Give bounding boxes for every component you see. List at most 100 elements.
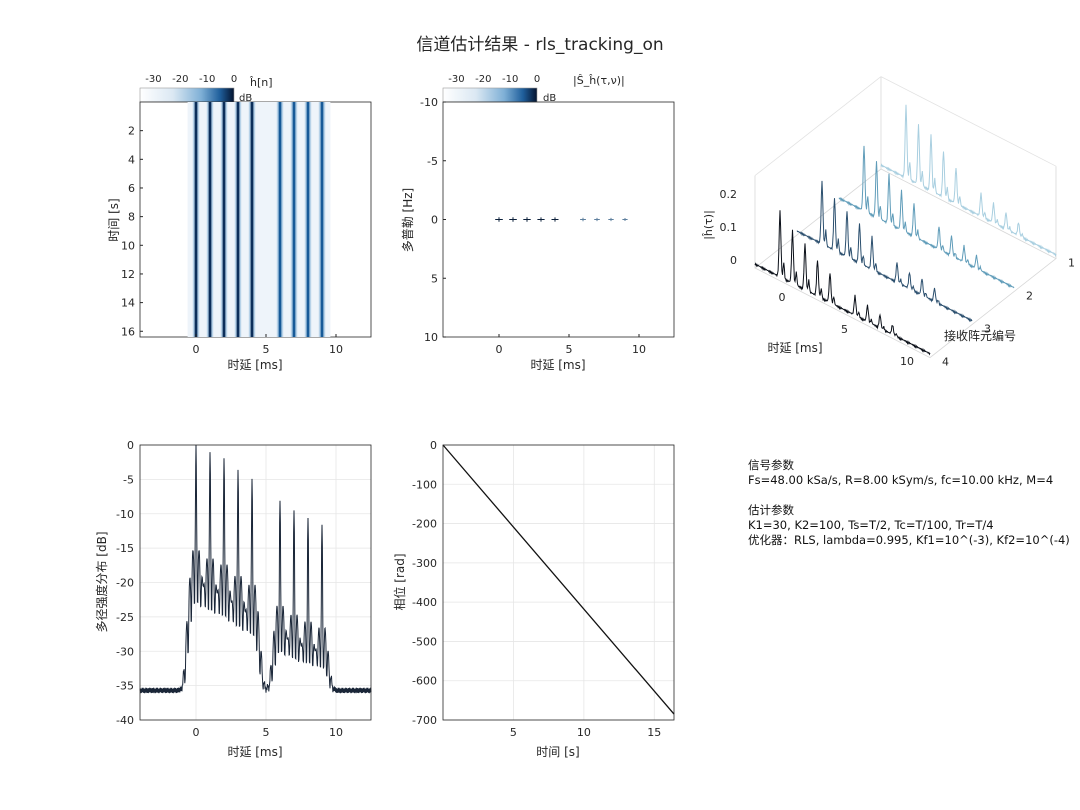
waterfall-series-line <box>880 104 1057 258</box>
intensity-ytick-label: -30 <box>116 645 134 658</box>
phase-line <box>442 444 675 715</box>
phase-ytick-label: -700 <box>412 714 437 727</box>
heatmap-ytick-label: 16 <box>121 325 135 338</box>
heatmap-stripe <box>208 102 212 337</box>
waterfall-xtick-label: 0 <box>779 291 786 304</box>
parameters-text-block: 信号参数 Fs=48.00 kSa/s, R=8.00 kSym/s, fc=1… <box>748 458 1070 548</box>
colorbar-tick-label: -30 <box>145 74 161 85</box>
phase-ytick-label: -300 <box>412 557 437 570</box>
heatmap-colorbar <box>139 87 235 103</box>
phase-xtick-label: 15 <box>647 726 661 739</box>
waterfall-ztick-label: 0.1 <box>720 221 738 234</box>
intensity-ylabel: 多径强度分布 [dB] <box>94 531 109 632</box>
phase-xtick-label: 5 <box>510 726 517 739</box>
colorbar-tick-label: -10 <box>502 74 518 85</box>
phase-ylabel: 相位 [rad] <box>392 553 407 610</box>
doppler-xtick-label: 5 <box>566 343 573 356</box>
intensity-axes <box>139 444 372 721</box>
doppler-xtick-label: 10 <box>632 343 646 356</box>
phase-ytick-label: -400 <box>412 596 437 609</box>
waterfall-ylabel: 接收阵元编号 <box>944 328 1016 343</box>
waterfall-xlabel: 时延 [ms] <box>767 341 822 355</box>
intensity-panel: 0 5 10 0 -5 -10 -15 -20 -25 -30 -35 -40 时延 [ms] 多径强… <box>94 439 372 759</box>
intensity-ytick-label: 0 <box>127 439 134 452</box>
heatmap-stripe <box>278 102 282 337</box>
doppler-colorbar-label: dB <box>543 93 556 104</box>
heatmap-panel: ĥ[n] -30 -20 -10 0 dB 0 5 10 2 4 6 8 10 12 14 16 时延 [… <box>107 74 372 372</box>
doppler-ylabel: 多普勒 [Hz] <box>401 188 415 253</box>
heatmap-title: ĥ[n] <box>249 76 273 89</box>
waterfall-zlabel: |ĥ(τ)| <box>702 210 715 240</box>
waterfall-series-line <box>838 145 1015 289</box>
heatmap-ytick-label: 2 <box>128 125 135 138</box>
waterfall-ytick-label: 4 <box>942 356 949 369</box>
heatmap-ytick-label: 12 <box>121 268 135 281</box>
heatmap-xtick-label: 5 <box>263 343 270 356</box>
intensity-xlabel: 时延 [ms] <box>227 745 282 759</box>
intensity-xtick-label: 10 <box>329 726 343 739</box>
intensity-ytick-label: -5 <box>123 473 134 486</box>
heatmap-stripe <box>292 102 296 337</box>
estimation-params-heading: 估计参数 <box>748 503 794 517</box>
waterfall-box-top <box>880 76 1057 167</box>
doppler-ytick-label: 0 <box>431 214 438 227</box>
intensity-line <box>139 444 372 694</box>
doppler-panel: |Ŝ_ĥ(τ,ν)| -30 -20 -10 0 dB 0 5 10 -10 -5 0 5 10 时… <box>401 74 675 372</box>
phase-xlabel: 时间 [s] <box>536 745 579 759</box>
intensity-ytick-label: -20 <box>116 577 134 590</box>
colorbar-tick-label: 0 <box>231 74 237 85</box>
waterfall-ztick-label: 0.2 <box>720 188 738 201</box>
colorbar-tick-label: -30 <box>448 74 464 85</box>
heatmap-stripe <box>236 102 240 337</box>
heatmap-ytick-label: 8 <box>128 211 135 224</box>
phase-ytick-label: 0 <box>430 439 437 452</box>
colorbar-tick-label: 0 <box>534 74 540 85</box>
intensity-ytick-label: -15 <box>116 542 134 555</box>
heatmap-ylabel: 时间 [s] <box>107 198 121 241</box>
doppler-colorbar <box>442 87 538 103</box>
waterfall-ytick-label: 1 <box>1068 257 1075 270</box>
doppler-xtick-label: 0 <box>496 343 503 356</box>
waterfall-series-line <box>796 180 973 323</box>
figure-title: 信道估计结果 - rls_tracking_on <box>416 35 663 55</box>
heatmap-stripe <box>250 102 254 337</box>
heatmap-stripe <box>306 102 310 337</box>
phase-ytick-label: -200 <box>412 518 437 531</box>
heatmap-ytick-label: 10 <box>121 239 135 252</box>
heatmap-colorbar-label: dB <box>239 93 252 104</box>
heatmap-xtick-label: 0 <box>193 343 200 356</box>
waterfall-ztick-label: 0 <box>730 254 737 267</box>
intensity-ytick-label: -25 <box>116 611 134 624</box>
colorbar-tick-label: -20 <box>172 74 188 85</box>
phase-panel: 5 10 15 0 -100 -200 -300 -400 -500 -600 -700 时间 [s… <box>392 439 675 759</box>
intensity-xtick-label: 0 <box>193 726 200 739</box>
phase-ytick-label: -100 <box>412 478 437 491</box>
heatmap-ytick-label: 4 <box>128 153 135 166</box>
heatmap-xtick-label: 10 <box>329 343 343 356</box>
intensity-ytick-label: -40 <box>116 714 134 727</box>
heatmap-ytick-label: 6 <box>128 182 135 195</box>
doppler-title: |Ŝ_ĥ(τ,ν)| <box>573 74 625 87</box>
waterfall-xtick-label: 10 <box>900 355 914 368</box>
heatmap-xlabel: 时延 [ms] <box>227 358 282 372</box>
heatmap-stripe <box>320 102 324 337</box>
estimation-params-line-2: 优化器：RLS, lambda=0.995, Kf1=10^(-3), Kf2=… <box>748 533 1070 547</box>
waterfall-panel: 0 5 10 1 2 3 4 0 0.1 0.2 时延 [ms] 接收阵元编号 |ĥ(τ)| <box>702 76 1075 369</box>
doppler-ytick-label: -5 <box>427 155 438 168</box>
signal-params-line: Fs=48.00 kSa/s, R=8.00 kSym/s, fc=10.00 … <box>748 473 1054 487</box>
phase-ytick-label: -600 <box>412 675 437 688</box>
heatmap-stripe <box>194 102 198 337</box>
waterfall-ytick-label: 2 <box>1026 290 1033 303</box>
colorbar-tick-label: -20 <box>475 74 491 85</box>
waterfall-series-line <box>754 210 931 356</box>
estimation-params-line-1: K1=30, K2=100, Ts=T/2, Tc=T/100, Tr=T/4 <box>748 518 994 532</box>
doppler-ytick-label: -10 <box>420 96 438 109</box>
intensity-xtick-label: 5 <box>263 726 270 739</box>
signal-params-heading: 信号参数 <box>748 458 794 472</box>
intensity-ytick-label: -10 <box>116 508 134 521</box>
phase-axes <box>442 444 675 721</box>
colorbar-tick-label: -10 <box>199 74 215 85</box>
waterfall-ytick-label: 3 <box>984 323 991 336</box>
doppler-ytick-label: 10 <box>424 331 438 344</box>
